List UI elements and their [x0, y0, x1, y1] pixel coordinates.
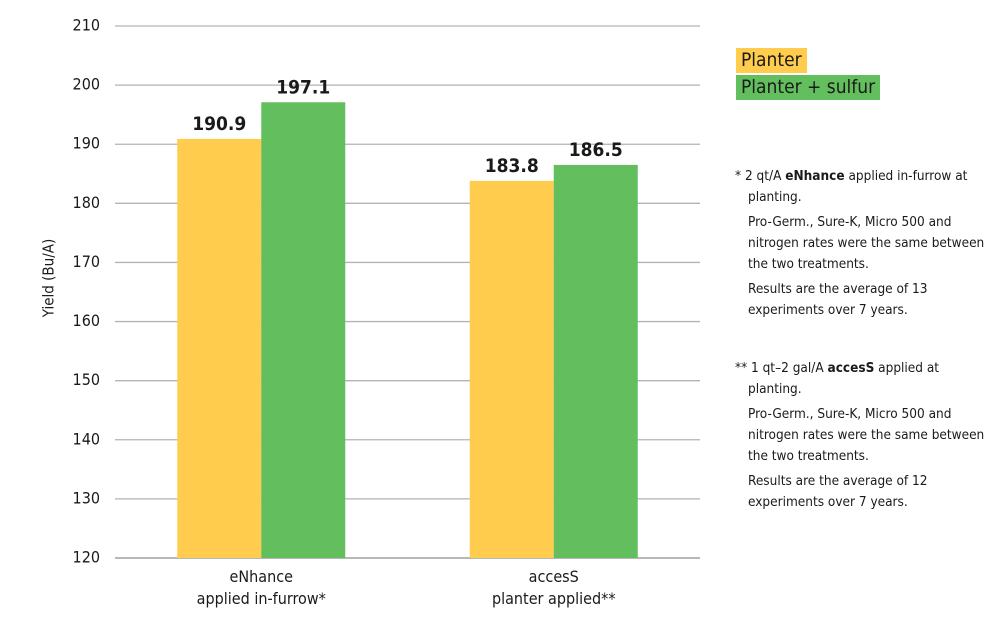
footnote-1-para: Results are the average of 13 experiment… [748, 281, 928, 318]
y-tick-label: 190 [73, 134, 100, 153]
x-category-label: planter applied** [492, 589, 616, 608]
footnote-2: ** 1 qt–2 gal/A accesS applied at planti… [730, 358, 992, 513]
y-tick-label: 210 [73, 16, 100, 35]
footnote-1-pre: 2 qt/A [744, 168, 786, 184]
y-tick-label: 180 [73, 193, 100, 212]
y-axis-label: Yield (Bu/A) [40, 239, 58, 319]
x-axis-categories: eNhance applied in-furrow* accesS planter a… [197, 567, 616, 608]
footnote-1-para: Pro-Germ., Sure-K, Micro 500 and nitroge… [748, 214, 985, 272]
y-tick-label: 170 [73, 252, 100, 271]
bar-planter-sulfur [553, 164, 638, 558]
bars [177, 102, 638, 559]
bar-planter-sulfur [261, 102, 346, 559]
bar-value-label: 190.9 [192, 113, 246, 135]
y-tick-label: 140 [73, 429, 100, 448]
footnote-1: * 2 qt/A eNhance applied in-furrow at pl… [730, 166, 992, 321]
y-tick-label: 150 [73, 370, 100, 389]
footnote-1-post: applied in-furrow at planting. [748, 168, 968, 205]
legend-item-planter: Planter [736, 48, 807, 73]
footnote-2-product: accesS [827, 360, 875, 376]
bar-value-label: 197.1 [276, 76, 330, 98]
bar-planter [177, 138, 262, 558]
y-tick-label: 130 [73, 488, 100, 507]
x-category-label: applied in-furrow* [197, 589, 326, 608]
footnote-1-product: eNhance [785, 168, 845, 184]
footnote-2-post: applied at planting. [748, 360, 940, 397]
bar-value-label: 183.8 [485, 155, 539, 177]
legend: Planter Planter + sulfur [736, 48, 881, 102]
footnote-1-marker: * [735, 168, 742, 184]
footnote-2-pre: 1 qt–2 gal/A [751, 360, 828, 376]
y-axis-ticks: 120 130 140 150 160 170 180 190 200 210 [73, 16, 100, 567]
y-tick-label: 120 [73, 548, 100, 567]
footnote-2-para: Results are the average of 12 experiment… [748, 473, 928, 510]
legend-item-planter-sulfur: Planter + sulfur [736, 75, 881, 100]
x-category-label: accesS [529, 567, 579, 586]
footnote-2-marker: ** [735, 360, 748, 376]
footnote-2-heading: ** 1 qt–2 gal/A accesS applied at planti… [730, 358, 992, 400]
bar-value-label: 186.5 [569, 139, 623, 161]
footnote-1-heading: * 2 qt/A eNhance applied in-furrow at pl… [730, 166, 992, 208]
y-tick-label: 200 [73, 75, 100, 94]
value-labels: 190.9 197.1 183.8 186.5 [192, 76, 623, 177]
bar-planter [469, 180, 554, 559]
y-tick-label: 160 [73, 311, 100, 330]
footnote-2-para: Pro-Germ., Sure-K, Micro 500 and nitroge… [748, 406, 985, 464]
x-category-label: eNhance [230, 567, 294, 586]
